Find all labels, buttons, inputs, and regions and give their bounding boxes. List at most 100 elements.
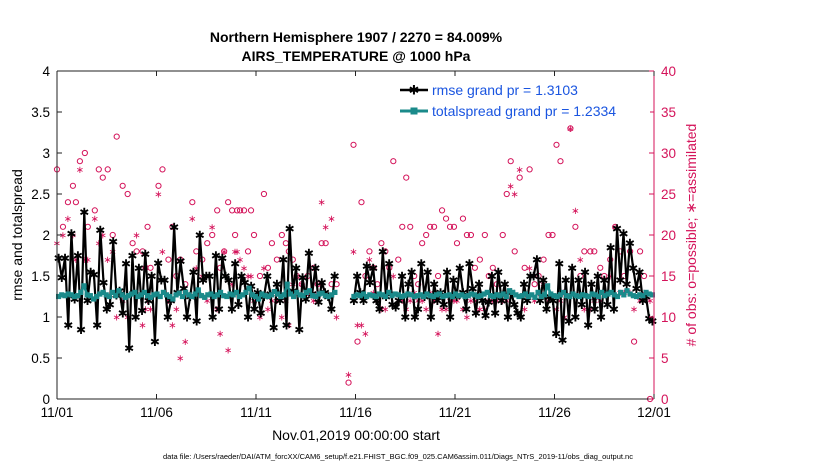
y-tick-label: 3.5 <box>31 105 50 120</box>
rmse-point: ✱ <box>102 302 112 316</box>
y-tick-label: 2 <box>42 228 50 243</box>
spread-point <box>306 288 313 294</box>
obs-assimilated-point: ∗ <box>365 255 373 266</box>
rmse-point: ✱ <box>513 306 523 320</box>
obs-assimilated-point: ∗ <box>143 296 151 307</box>
rmse-point: ✱ <box>583 319 593 333</box>
rmse-point: ✱ <box>240 276 250 290</box>
spread-point <box>456 293 462 299</box>
obs-assimilated-point: ∗ <box>530 296 538 307</box>
obs-possible-point <box>395 256 402 263</box>
rmse-point: ✱ <box>516 311 526 325</box>
spread-point <box>202 294 208 300</box>
rmse-point: ✱ <box>60 251 70 265</box>
obs-assimilated-point: ∗ <box>515 165 523 176</box>
spread-point <box>290 293 297 300</box>
spread-point <box>459 292 465 298</box>
obs-possible-point <box>139 248 146 255</box>
rmse-point: ✱ <box>362 260 372 274</box>
obs-assimilated-point: ∗ <box>571 206 579 217</box>
spread-point <box>608 289 614 295</box>
obs-assimilated-point: ∗ <box>141 304 149 315</box>
rmse-point: ✱ <box>461 302 471 316</box>
obs-possible-point <box>354 338 361 345</box>
obs-possible-point <box>567 125 574 132</box>
obs-assimilated-point: ∗ <box>636 296 644 307</box>
obs-assimilated-point: ∗ <box>231 247 239 258</box>
y-tick-label: 4 <box>42 64 50 79</box>
rmse-point: ✱ <box>188 265 198 279</box>
obs-assimilated-point: ∗ <box>459 304 467 315</box>
obs-assimilated-point: ∗ <box>76 165 84 176</box>
rmse-point: ✱ <box>294 323 304 337</box>
spread-point <box>487 293 494 299</box>
obs-assimilated-point: ∗ <box>172 304 180 315</box>
spread-point <box>570 291 576 297</box>
obs-possible-point <box>403 174 410 181</box>
spread-point <box>440 293 446 300</box>
rmse-point: ✱ <box>500 278 510 292</box>
spread-point <box>373 293 379 300</box>
spread-point <box>75 293 81 299</box>
spread-point <box>633 293 640 300</box>
obs-assimilated-point: ∗ <box>317 198 325 209</box>
obs-possible-point <box>144 223 151 230</box>
spread-point <box>281 292 287 298</box>
rmse-point: ✱ <box>493 265 503 279</box>
spread-point <box>265 293 271 300</box>
rmse-point: ✱ <box>237 270 247 284</box>
spread-point <box>529 292 535 298</box>
rmse-point: ✱ <box>378 245 388 259</box>
obs-assimilated-point: ∗ <box>192 263 200 274</box>
rmse-point: ✱ <box>612 222 622 236</box>
obs-possible-point <box>273 256 280 263</box>
obs-possible-point <box>507 158 514 165</box>
rmse-point: ✱ <box>625 237 635 251</box>
rmse-point: ✱ <box>54 251 64 265</box>
rmse-point: ✱ <box>416 257 426 271</box>
spread-point <box>414 293 421 299</box>
obs-possible-point <box>471 264 478 271</box>
obs-possible-point <box>159 166 166 173</box>
obs-assimilated-point: ∗ <box>463 313 471 324</box>
obs-assimilated-point: ∗ <box>203 296 211 307</box>
y-right-tick-label: 10 <box>661 310 676 325</box>
rmse-point: ✱ <box>63 319 73 333</box>
rmse-point: ✱ <box>535 294 545 308</box>
rmse-point: ✱ <box>204 270 214 284</box>
spread-point <box>97 291 103 297</box>
spread-point <box>589 291 595 297</box>
spread-point <box>421 293 427 300</box>
obs-assimilated-point: ∗ <box>507 181 515 192</box>
spread-point <box>262 293 268 299</box>
spread-point <box>236 293 243 300</box>
spread-point <box>379 292 386 298</box>
rmse-point: ✱ <box>618 227 628 241</box>
rmse-point: ✱ <box>606 241 616 255</box>
obs-possible-point <box>442 215 450 222</box>
obs-assimilated-point: ∗ <box>389 272 397 283</box>
obs-possible-point <box>557 158 564 165</box>
rmse-point: ✱ <box>538 274 548 288</box>
obs-assimilated-point: ∗ <box>576 255 584 266</box>
spread-point <box>583 293 589 299</box>
spread-point <box>256 296 262 302</box>
spread-point <box>427 293 433 299</box>
rmse-point: ✱ <box>182 311 192 325</box>
rmse-point: ✱ <box>429 278 439 292</box>
obs-possible-point <box>165 256 172 263</box>
spread-point <box>354 292 360 298</box>
spread-point <box>376 291 382 297</box>
spread-point <box>576 293 582 300</box>
rmse-point: ✱ <box>477 294 487 308</box>
obs-assimilated-point: ∗ <box>260 263 268 274</box>
rmse-point: ✱ <box>599 274 609 288</box>
rmse-point: ✱ <box>66 227 76 241</box>
spread-point <box>535 289 541 295</box>
spread-point <box>579 292 586 298</box>
rmse-point: ✱ <box>349 294 359 308</box>
rmse-point: ✱ <box>201 270 211 284</box>
rmse-point: ✱ <box>638 294 648 308</box>
obs-assimilated-point: ∗ <box>154 190 162 201</box>
obs-assimilated-point: ∗ <box>422 304 430 315</box>
